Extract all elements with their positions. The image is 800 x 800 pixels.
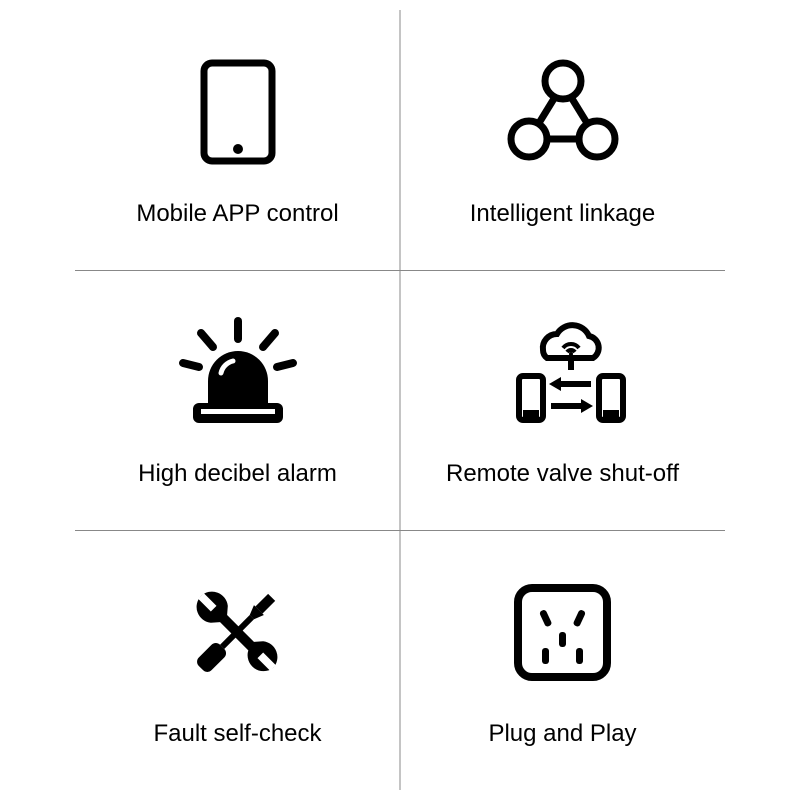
feature-cell-mobile-app: Mobile APP control: [75, 10, 400, 270]
feature-label: Remote valve shut-off: [446, 460, 679, 488]
feature-label: High decibel alarm: [138, 460, 337, 488]
feature-cell-fault-self-check: Fault self-check: [75, 530, 400, 790]
vertical-divider: [400, 10, 401, 790]
feature-label: Mobile APP control: [136, 200, 338, 228]
feature-grid: Mobile APP control Intelligent linkage: [75, 10, 725, 790]
horizontal-divider-2: [75, 530, 725, 531]
feature-cell-plug-and-play: Plug and Play: [400, 530, 725, 790]
feature-label: Intelligent linkage: [470, 200, 655, 228]
feature-cell-intelligent-linkage: Intelligent linkage: [400, 10, 725, 270]
feature-label: Plug and Play: [488, 720, 636, 748]
tools-wrench-screwdriver-icon: [180, 572, 295, 692]
cloud-sync-devices-icon: [493, 312, 633, 432]
feature-label: Fault self-check: [153, 720, 321, 748]
feature-cell-high-decibel: High decibel alarm: [75, 270, 400, 530]
horizontal-divider-1: [75, 270, 725, 271]
three-circles-linkage-icon: [503, 52, 623, 172]
feature-cell-remote-valve: Remote valve shut-off: [400, 270, 725, 530]
power-socket-icon: [510, 572, 615, 692]
tablet-device-icon: [198, 52, 278, 172]
siren-alarm-icon: [173, 312, 303, 432]
